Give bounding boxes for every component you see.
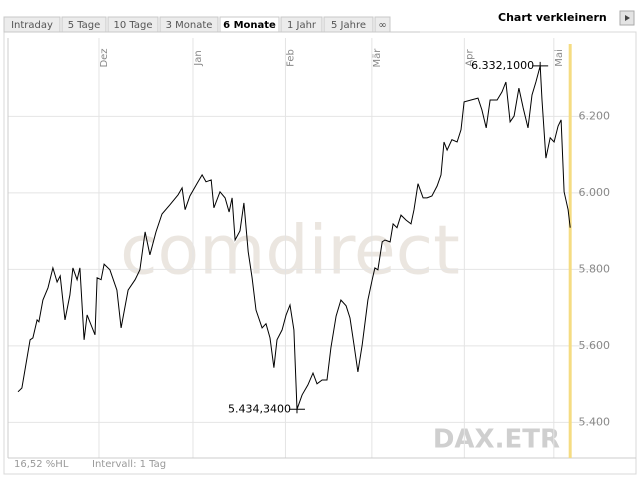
tab-label[interactable]: Intraday <box>11 20 53 31</box>
button-arrow <box>625 15 630 21</box>
x-tick-label: Mär <box>372 48 383 68</box>
x-tick-label: Apr <box>464 48 475 66</box>
y-tick-label: 6.200 <box>579 109 611 122</box>
x-tick-label: Feb <box>285 49 296 67</box>
tab-label[interactable]: 5 Tage <box>68 20 101 31</box>
tab-label[interactable]: 5 Jahre <box>331 20 366 31</box>
tab-label[interactable]: 6 Monate <box>223 20 276 31</box>
x-tick-label: Mai <box>554 49 565 67</box>
tab-label[interactable]: 3 Monate <box>166 20 213 31</box>
y-tick-label: 5.600 <box>579 339 611 352</box>
extreme-label: 5.434,3400 <box>228 402 291 415</box>
watermark: comdirect <box>120 212 460 291</box>
toolbar-button-label[interactable]: Chart verkleinern <box>498 11 607 24</box>
extreme-label: 6.332,1000 <box>471 59 534 72</box>
tab-label[interactable]: ∞ <box>378 20 386 31</box>
tab-label[interactable]: 10 Tage <box>114 20 153 31</box>
price-line <box>17 65 571 410</box>
y-tick-label: 6.000 <box>579 186 611 199</box>
x-tick-label: Dez <box>99 48 110 67</box>
y-tick-label: 5.400 <box>579 415 611 428</box>
index-label: DAX.ETR <box>433 425 560 455</box>
tab-label[interactable]: 1 Jahr <box>287 20 317 31</box>
x-tick-label: Jan <box>193 50 204 66</box>
footer-range: 16,52 %HL <box>14 459 69 470</box>
footer-interval: Intervall: 1 Tag <box>92 459 166 470</box>
y-tick-label: 5.800 <box>579 262 611 275</box>
